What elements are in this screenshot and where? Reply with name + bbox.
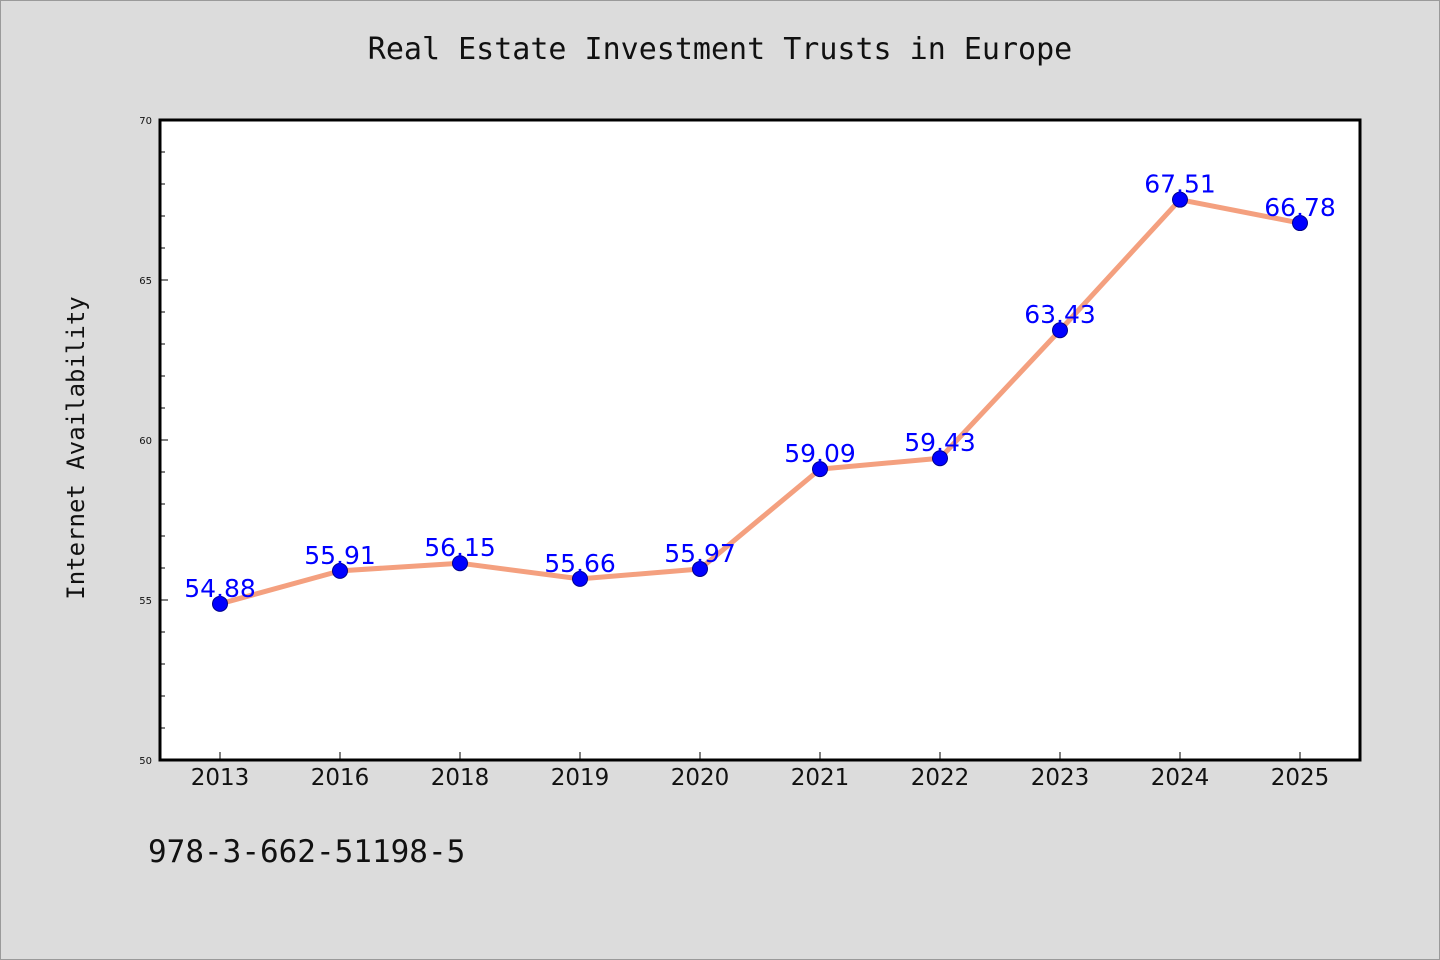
data-label: 59.09: [784, 439, 856, 468]
data-point: [212, 595, 228, 612]
data-point: [572, 570, 588, 587]
x-tick-label: 2013: [191, 765, 250, 791]
y-tick-label: 60: [139, 436, 152, 447]
x-tick-label: 2024: [1151, 765, 1210, 791]
chart-title: Real Estate Investment Trusts in Europe: [367, 32, 1073, 67]
data-label: 55.66: [544, 549, 616, 578]
y-axis: 50 55 60 65 70: [139, 116, 168, 767]
x-tick-label: 2019: [551, 765, 610, 791]
y-tick-label: 70: [139, 116, 152, 127]
series-group: 54.88 55.91 56.15 55.66 55.97 59.09 59.43 63.43…: [184, 170, 1336, 612]
data-label: 63.43: [1024, 300, 1096, 329]
x-tick-label: 2016: [311, 765, 370, 791]
data-point: [932, 450, 948, 467]
x-tick-label: 2023: [1031, 765, 1090, 791]
data-label: 66.78: [1264, 193, 1336, 222]
series-line: [217, 197, 1303, 607]
x-tick-label: 2025: [1271, 765, 1330, 791]
data-point: [452, 555, 468, 572]
x-tick-label: 2021: [791, 765, 850, 791]
data-label: 59.43: [904, 428, 976, 457]
data-point: [812, 461, 828, 478]
x-tick-label: 2022: [911, 765, 970, 791]
data-label: 56.15: [424, 533, 496, 562]
y-tick-label: 65: [139, 276, 152, 287]
data-label: 55.91: [304, 541, 376, 570]
data-label: 55.97: [664, 539, 736, 568]
x-axis: 2013 2016 2018 2019 2020 2021 2022 2023 2024 2025: [191, 752, 1330, 791]
plot-area: [158, 118, 1362, 762]
data-label: 54.88: [184, 574, 256, 603]
data-point: [692, 560, 708, 577]
x-tick-label: 2020: [671, 765, 730, 791]
data-point: [1292, 215, 1308, 232]
x-tick-label: 2018: [431, 765, 490, 791]
data-label: 67.51: [1144, 170, 1216, 199]
y-tick-label: 50: [139, 756, 152, 767]
data-point: [332, 562, 348, 579]
data-point: [1172, 191, 1188, 208]
data-point: [1052, 322, 1068, 339]
footer-code: 978-3-662-51198-5: [148, 834, 466, 870]
y-tick-label: 55: [139, 596, 152, 607]
